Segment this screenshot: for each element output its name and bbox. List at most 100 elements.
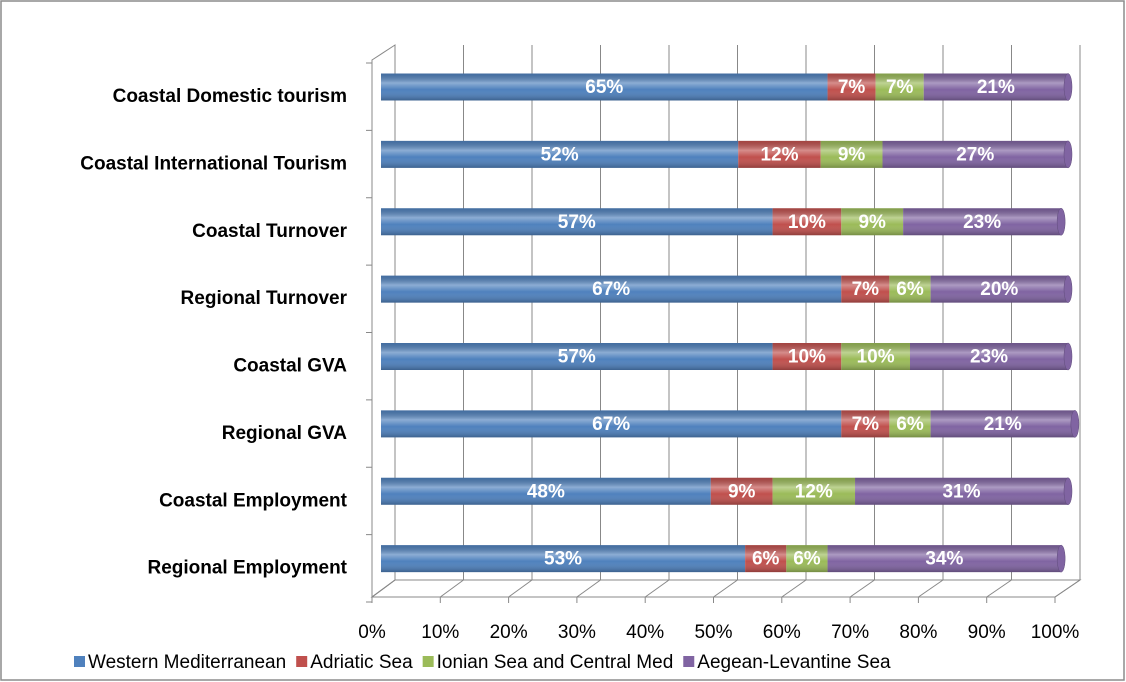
data-label: 9% <box>838 144 866 165</box>
floor-grid-line <box>576 579 601 598</box>
bar-cap <box>1063 73 1073 101</box>
data-label: 7% <box>852 279 880 300</box>
data-label: 65% <box>585 77 623 98</box>
data-label: 20% <box>980 279 1018 300</box>
x-tick-label: 10% <box>421 622 459 643</box>
data-label: 9% <box>858 212 886 233</box>
y-tick-label: Regional Employment <box>147 558 347 579</box>
x-tick-label: 60% <box>763 622 801 643</box>
data-label: 12% <box>760 144 798 165</box>
bar-shine <box>786 545 828 573</box>
bar-cap <box>1056 544 1066 573</box>
floor-grid-line <box>986 579 1012 598</box>
bar-shine <box>820 140 883 168</box>
x-tick-label: 0% <box>358 622 386 643</box>
data-label: 23% <box>970 347 1008 368</box>
legend-label: Western Mediterranean <box>88 652 286 673</box>
data-label: 57% <box>558 347 596 368</box>
x-tick-label: 50% <box>694 622 732 643</box>
x-tick-label: 40% <box>626 622 664 643</box>
data-label: 48% <box>527 481 565 502</box>
bar-cap <box>1056 208 1066 236</box>
floor-grid-line <box>508 579 533 598</box>
data-label: 53% <box>544 549 582 570</box>
y-tick-label: Regional Turnover <box>181 288 348 309</box>
x-tick-label: 20% <box>490 622 528 643</box>
bar-shine <box>930 275 1068 303</box>
bar-shine <box>841 208 904 236</box>
floor-grid-line <box>371 579 396 598</box>
bar-shine <box>841 275 890 303</box>
bar-shine <box>827 545 1062 573</box>
legend-label: Aegean-Levantine Sea <box>697 652 891 673</box>
data-label: 7% <box>886 77 914 98</box>
legend-label: Adriatic Sea <box>310 652 413 673</box>
bar-cap <box>1070 410 1080 438</box>
legend-swatch <box>296 656 308 667</box>
bar-shine <box>738 140 821 168</box>
bar-shine <box>381 410 842 438</box>
y-tick-label: Coastal GVA <box>233 356 347 377</box>
bar-shine <box>889 410 931 438</box>
data-label: 21% <box>977 77 1015 98</box>
data-label: 12% <box>795 481 833 502</box>
bar-cap <box>1063 477 1073 505</box>
data-label: 6% <box>793 549 821 570</box>
bar-shine <box>381 275 842 303</box>
data-label: 6% <box>752 549 780 570</box>
data-label: 34% <box>925 549 963 570</box>
floor-grid-line <box>781 579 807 598</box>
bar-shine <box>923 73 1068 101</box>
y-tick-label: Coastal Employment <box>159 490 348 511</box>
bar-shine <box>710 477 773 505</box>
data-label: 9% <box>728 481 756 502</box>
bar-shine <box>909 343 1068 370</box>
data-label: 67% <box>592 414 630 435</box>
bar-shine <box>381 545 746 573</box>
y-tick-label: Coastal International Tourism <box>80 153 347 174</box>
bar-shine <box>841 410 890 438</box>
floor-grid-line <box>713 579 738 598</box>
data-label: 23% <box>963 212 1001 233</box>
bar-shine <box>772 477 856 505</box>
x-tick-label: 100% <box>1031 622 1080 643</box>
bar-shine <box>889 275 931 303</box>
data-label: 10% <box>857 347 895 368</box>
data-label: 7% <box>838 77 866 98</box>
floor-grid-line <box>1054 579 1081 598</box>
floor-grid-line <box>440 579 464 598</box>
bar-shine <box>381 343 773 370</box>
bar-shine <box>381 73 828 101</box>
y-tick-label: Regional GVA <box>222 423 348 444</box>
bar-shine <box>903 208 1062 236</box>
legend-label: Ionian Sea and Central Med <box>437 652 674 673</box>
x-tick-label: 80% <box>899 622 937 643</box>
data-label: 10% <box>788 212 826 233</box>
bar-shine <box>381 208 773 236</box>
bar-cap <box>1063 275 1073 303</box>
bar-shine <box>882 140 1068 168</box>
bar-shine <box>875 73 924 101</box>
data-label: 67% <box>592 279 630 300</box>
legend-swatch <box>74 656 85 667</box>
bar-shine <box>841 343 910 370</box>
data-label: 6% <box>896 414 924 435</box>
bar-shine <box>930 410 1075 438</box>
data-label: 52% <box>541 144 579 165</box>
bar-shine <box>772 208 842 236</box>
bar-cap <box>1063 140 1073 169</box>
data-label: 7% <box>852 414 880 435</box>
data-label: 6% <box>896 279 924 300</box>
floor-grid-line <box>918 579 944 598</box>
x-tick-label: 30% <box>558 622 596 643</box>
y-tick-label: Coastal Domestic tourism <box>113 86 347 107</box>
floor-grid-line <box>644 579 670 598</box>
x-tick-label: 70% <box>831 622 869 643</box>
y-tick-label: Coastal Turnover <box>192 221 347 242</box>
legend-swatch <box>683 656 695 667</box>
bar-shine <box>855 477 1068 505</box>
bar-shine <box>827 73 876 101</box>
data-label: 31% <box>942 481 980 502</box>
data-label: 10% <box>788 347 826 368</box>
